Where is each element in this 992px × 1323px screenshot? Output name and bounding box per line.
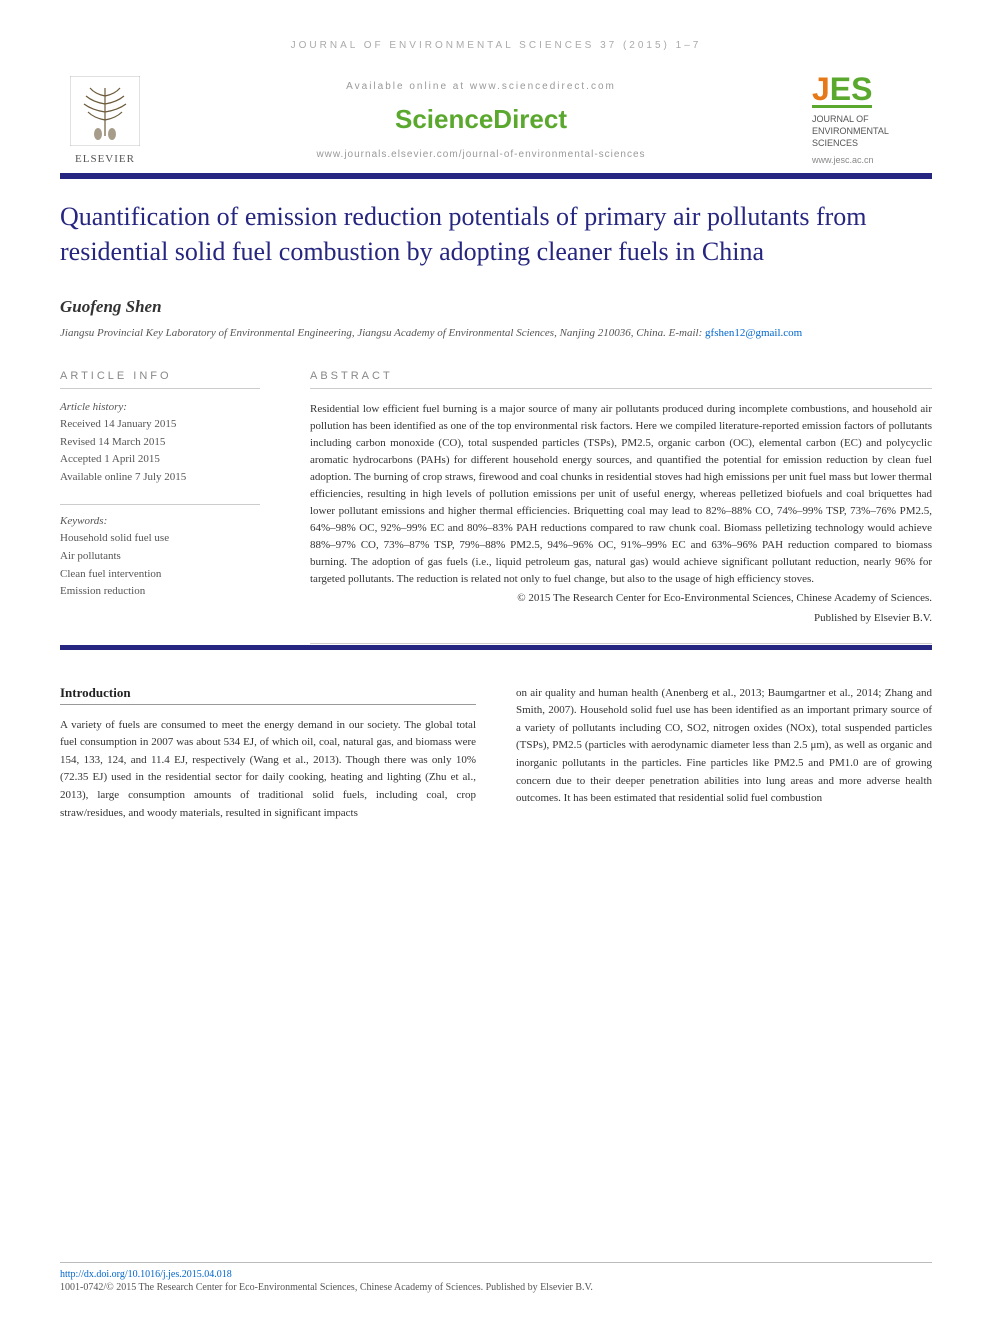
intro-text-col1: A variety of fuels are consumed to meet … — [60, 717, 476, 823]
author-email-link[interactable]: gfshen12@gmail.com — [705, 327, 802, 339]
elsevier-tree-icon — [70, 76, 140, 146]
online-date: Available online 7 July 2015 — [60, 469, 260, 487]
body-columns: Introduction A variety of fuels are cons… — [60, 685, 932, 823]
affiliation-text: Jiangsu Provincial Key Laboratory of Env… — [60, 327, 705, 339]
article-info-column: ARTICLE INFO Article history: Received 1… — [60, 370, 260, 644]
keywords-label: Keywords: — [60, 515, 260, 527]
elsevier-label: ELSEVIER — [60, 153, 150, 165]
available-online-text: Available online at www.sciencedirect.co… — [150, 81, 812, 92]
jes-journal-name: JOURNAL OF ENVIRONMENTAL SCIENCES — [812, 114, 932, 149]
page-footer: http://dx.doi.org/10.1016/j.jes.2015.04.… — [60, 1262, 932, 1293]
header-row: ELSEVIER Available online at www.science… — [60, 76, 932, 165]
body-divider — [60, 645, 932, 650]
abstract-bottom-rule — [310, 643, 932, 644]
title-divider — [60, 173, 932, 179]
jes-url[interactable]: www.jesc.ac.cn — [812, 155, 932, 165]
keywords-block: Keywords: Household solid fuel use Air p… — [60, 504, 260, 600]
author-name: Guofeng Shen — [60, 297, 932, 317]
issn-copyright: 1001-0742/© 2015 The Research Center for… — [60, 1282, 932, 1293]
sciencedirect-logo: ScienceDirect — [150, 104, 812, 135]
history-label: Article history: — [60, 401, 260, 413]
jes-logo-es: ES — [830, 71, 873, 107]
jes-logo: JES — [812, 76, 872, 108]
keyword-4: Emission reduction — [60, 583, 260, 601]
article-info-head: ARTICLE INFO — [60, 370, 260, 389]
accepted-date: Accepted 1 April 2015 — [60, 451, 260, 469]
header-center: Available online at www.sciencedirect.co… — [150, 81, 812, 160]
body-col-right: on air quality and human health (Anenber… — [516, 685, 932, 823]
copyright-line-2: Published by Elsevier B.V. — [310, 610, 932, 627]
keyword-2: Air pollutants — [60, 548, 260, 566]
received-date: Received 14 January 2015 — [60, 416, 260, 434]
journal-url[interactable]: www.journals.elsevier.com/journal-of-env… — [150, 149, 812, 160]
copyright-line-1: © 2015 The Research Center for Eco-Envir… — [310, 590, 932, 607]
keyword-3: Clean fuel intervention — [60, 566, 260, 584]
info-abstract-row: ARTICLE INFO Article history: Received 1… — [60, 370, 932, 644]
elsevier-logo-block: ELSEVIER — [60, 76, 150, 165]
intro-text-col2: on air quality and human health (Anenber… — [516, 685, 932, 808]
abstract-column: ABSTRACT Residential low efficient fuel … — [310, 370, 932, 644]
abstract-text: Residential low efficient fuel burning i… — [310, 401, 932, 589]
introduction-title: Introduction — [60, 685, 476, 705]
jes-logo-block: JES JOURNAL OF ENVIRONMENTAL SCIENCES ww… — [812, 76, 932, 165]
jes-logo-j: J — [812, 71, 830, 107]
abstract-head: ABSTRACT — [310, 370, 932, 389]
keyword-1: Household solid fuel use — [60, 530, 260, 548]
article-title: Quantification of emission reduction pot… — [60, 199, 932, 269]
running-head: JOURNAL OF ENVIRONMENTAL SCIENCES 37 (20… — [60, 40, 932, 51]
revised-date: Revised 14 March 2015 — [60, 434, 260, 452]
body-col-left: Introduction A variety of fuels are cons… — [60, 685, 476, 823]
author-affiliation: Jiangsu Provincial Key Laboratory of Env… — [60, 325, 932, 342]
doi-link[interactable]: http://dx.doi.org/10.1016/j.jes.2015.04.… — [60, 1269, 932, 1280]
